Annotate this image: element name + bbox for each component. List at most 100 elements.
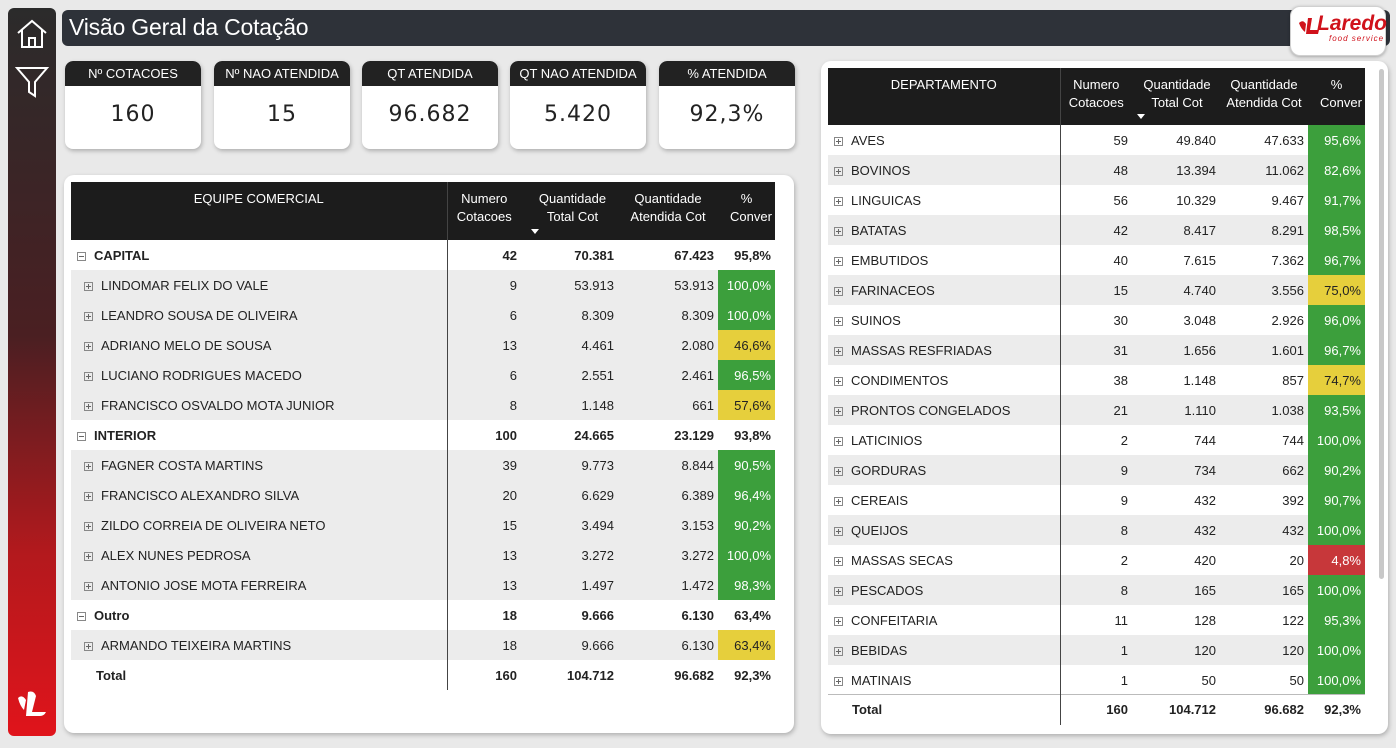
expand-icon[interactable] bbox=[834, 166, 843, 176]
expand-icon[interactable] bbox=[834, 196, 843, 206]
home-icon[interactable] bbox=[14, 16, 50, 52]
expand-icon[interactable] bbox=[834, 496, 843, 506]
table-row[interactable]: FAGNER COSTA MARTINS 39 9.773 8.844 90,5% bbox=[71, 450, 775, 480]
kpi-label: Nº NAO ATENDIDA bbox=[214, 61, 350, 86]
col-header-conver[interactable]: % Conver bbox=[718, 182, 775, 240]
expand-icon[interactable] bbox=[834, 436, 843, 446]
table-row[interactable]: PESCADOS 8 165 165 100,0% bbox=[828, 575, 1365, 605]
expand-icon[interactable] bbox=[834, 226, 843, 236]
table-row[interactable]: ARMANDO TEIXEIRA MARTINS 18 9.666 6.130 63,4… bbox=[71, 630, 775, 660]
table-row[interactable]: SUINOS 30 3.048 2.926 96,0% bbox=[828, 305, 1365, 335]
expand-icon[interactable] bbox=[834, 526, 843, 536]
table-row[interactable]: LUCIANO RODRIGUES MACEDO 6 2.551 2.461 96,5% bbox=[71, 360, 775, 390]
row-label: FARINACEOS bbox=[851, 282, 935, 298]
table-row[interactable]: ZILDO CORREIA DE OLIVEIRA NETO 15 3.494 3.1… bbox=[71, 510, 775, 540]
expand-icon[interactable] bbox=[834, 586, 843, 596]
table-row[interactable]: FARINACEOS 15 4.740 3.556 75,0% bbox=[828, 275, 1365, 305]
total-atendida: 96.682 bbox=[1264, 702, 1304, 718]
quantidade-atendida-cell: 8.291 bbox=[1220, 215, 1308, 245]
expand-icon[interactable] bbox=[834, 676, 843, 686]
quantidade-atendida-cell: 2.080 bbox=[618, 330, 718, 360]
col-header-total[interactable]: Quantidade Total Cot bbox=[521, 182, 618, 240]
expand-icon[interactable] bbox=[84, 281, 93, 291]
group-row[interactable]: CAPITAL 42 70.381 67.423 95,8% bbox=[71, 240, 775, 270]
row-label: INTERIOR bbox=[94, 427, 157, 443]
table-row[interactable]: BATATAS 42 8.417 8.291 98,5% bbox=[828, 215, 1365, 245]
vertical-scrollbar[interactable] bbox=[1379, 69, 1384, 579]
expand-icon[interactable] bbox=[84, 491, 93, 501]
table-row[interactable]: LEANDRO SOUSA DE OLIVEIRA 6 8.309 8.309 100,… bbox=[71, 300, 775, 330]
quantidade-total-cell: 49.840 bbox=[1176, 132, 1216, 148]
table-row[interactable]: MATINAIS 1 50 50 100,0% bbox=[828, 665, 1365, 695]
col-header-numero[interactable]: Numero Cotacoes bbox=[1060, 68, 1132, 125]
table-row[interactable]: FRANCISCO OSVALDO MOTA JUNIOR 8 1.148 661 57… bbox=[71, 390, 775, 420]
table-row[interactable]: ADRIANO MELO DE SOUSA 13 4.461 2.080 46,6% bbox=[71, 330, 775, 360]
table-row[interactable]: QUEIJOS 8 432 432 100,0% bbox=[828, 515, 1365, 545]
table-row[interactable]: LATICINIOS 2 744 744 100,0% bbox=[828, 425, 1365, 455]
expand-icon[interactable] bbox=[84, 311, 93, 321]
col-header-total[interactable]: Quantidade Total Cot bbox=[1132, 68, 1220, 125]
table-row[interactable]: CONFEITARIA 11 128 122 95,3% bbox=[828, 605, 1365, 635]
expand-icon[interactable] bbox=[84, 401, 93, 411]
quantidade-atendida-cell: 3.272 bbox=[618, 540, 718, 570]
expand-icon[interactable] bbox=[834, 406, 843, 416]
table-row[interactable]: GORDURAS 9 734 662 90,2% bbox=[828, 455, 1365, 485]
col-header-atendida[interactable]: Quantidade Atendida Cot bbox=[1220, 68, 1308, 125]
expand-icon[interactable] bbox=[834, 346, 843, 356]
expand-icon[interactable] bbox=[84, 461, 93, 471]
col-header-atendida[interactable]: Quantidade Atendida Cot bbox=[618, 182, 718, 240]
expand-icon[interactable] bbox=[84, 341, 93, 351]
collapse-icon[interactable] bbox=[77, 431, 86, 441]
expand-icon[interactable] bbox=[834, 136, 843, 146]
header-bar: Visão Geral da Cotação Laredo food servi… bbox=[62, 6, 1390, 56]
expand-icon[interactable] bbox=[84, 641, 93, 651]
row-label-cell: ZILDO CORREIA DE OLIVEIRA NETO bbox=[71, 510, 448, 540]
row-label-cell: ARMANDO TEIXEIRA MARTINS bbox=[71, 630, 448, 660]
expand-icon[interactable] bbox=[834, 616, 843, 626]
col-header-conver[interactable]: % Conver bbox=[1308, 68, 1365, 125]
table-row[interactable]: BOVINOS 48 13.394 11.062 82,6% bbox=[828, 155, 1365, 185]
table-row[interactable]: ALEX NUNES PEDROSA 13 3.272 3.272 100,0% bbox=[71, 540, 775, 570]
numero-cotacoes-cell: 1 bbox=[1120, 672, 1128, 688]
expand-icon[interactable] bbox=[834, 286, 843, 296]
collapse-icon[interactable] bbox=[77, 611, 86, 621]
expand-icon[interactable] bbox=[84, 581, 93, 591]
expand-icon[interactable] bbox=[834, 256, 843, 266]
expand-icon[interactable] bbox=[834, 316, 843, 326]
quantidade-atendida-cell: 11.062 bbox=[1220, 155, 1308, 185]
collapse-icon[interactable] bbox=[77, 251, 86, 261]
numero-cotacoes-cell: 13 bbox=[447, 330, 521, 360]
quantidade-atendida-cell: 1.601 bbox=[1220, 335, 1308, 365]
table-row[interactable]: EMBUTIDOS 40 7.615 7.362 96,7% bbox=[828, 245, 1365, 275]
expand-icon[interactable] bbox=[834, 646, 843, 656]
expand-icon[interactable] bbox=[84, 371, 93, 381]
expand-icon[interactable] bbox=[84, 551, 93, 561]
col-header-departamento[interactable]: DEPARTAMENTO bbox=[828, 68, 1061, 125]
group-row[interactable]: Outro 18 9.666 6.130 63,4% bbox=[71, 600, 775, 630]
conversao-cell: 90,5% bbox=[718, 450, 775, 480]
table-row[interactable]: BEBIDAS 1 120 120 100,0% bbox=[828, 635, 1365, 665]
table-row[interactable]: CEREAIS 9 432 392 90,7% bbox=[828, 485, 1365, 515]
table-row[interactable]: AVES 59 49.840 47.633 95,6% bbox=[828, 125, 1365, 155]
expand-icon[interactable] bbox=[84, 521, 93, 531]
col-header-numero[interactable]: Numero Cotacoes bbox=[447, 182, 521, 240]
table-row[interactable]: PRONTOS CONGELADOS 21 1.110 1.038 93,5% bbox=[828, 395, 1365, 425]
expand-icon[interactable] bbox=[834, 466, 843, 476]
table-row[interactable]: ANTONIO JOSE MOTA FERREIRA 13 1.497 1.472 98… bbox=[71, 570, 775, 600]
table-row[interactable]: CONDIMENTOS 38 1.148 857 74,7% bbox=[828, 365, 1365, 395]
filter-icon[interactable] bbox=[14, 64, 50, 100]
row-label-cell: SUINOS bbox=[828, 305, 1061, 335]
quantidade-atendida-cell: 67.423 bbox=[674, 247, 714, 263]
group-row[interactable]: INTERIOR 100 24.665 23.129 93,8% bbox=[71, 420, 775, 450]
table-row[interactable]: MASSAS RESFRIADAS 31 1.656 1.601 96,7% bbox=[828, 335, 1365, 365]
numero-cotacoes-cell: 56 bbox=[1113, 192, 1128, 208]
row-label: LINDOMAR FELIX DO VALE bbox=[101, 277, 269, 293]
table-row[interactable]: LINDOMAR FELIX DO VALE 9 53.913 53.913 100,0… bbox=[71, 270, 775, 300]
expand-icon[interactable] bbox=[834, 556, 843, 566]
table-row[interactable]: FRANCISCO ALEXANDRO SILVA 20 6.629 6.389 96,… bbox=[71, 480, 775, 510]
table-row[interactable]: LINGUICAS 56 10.329 9.467 91,7% bbox=[828, 185, 1365, 215]
col-header-equipe[interactable]: EQUIPE COMERCIAL bbox=[71, 182, 448, 240]
numero-cotacoes-cell: 30 bbox=[1113, 312, 1128, 328]
expand-icon[interactable] bbox=[834, 376, 843, 386]
table-row[interactable]: MASSAS SECAS 2 420 20 4,8% bbox=[828, 545, 1365, 575]
